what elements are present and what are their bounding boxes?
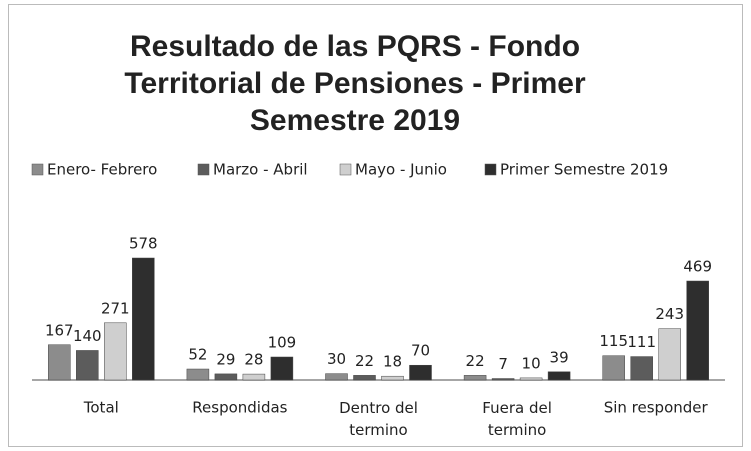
bar bbox=[491, 378, 515, 381]
data-label: 29 bbox=[216, 350, 235, 368]
data-label: 271 bbox=[101, 299, 130, 317]
bar bbox=[270, 356, 294, 381]
bar bbox=[658, 328, 681, 381]
data-label: 18 bbox=[383, 353, 402, 371]
bar bbox=[242, 373, 266, 381]
legend-swatch bbox=[31, 163, 44, 176]
bar bbox=[519, 377, 543, 381]
data-label: 10 bbox=[522, 354, 541, 372]
legend-label: Primer Semestre 2019 bbox=[500, 161, 668, 179]
legend-label: Enero- Febrero bbox=[47, 161, 157, 179]
bar bbox=[409, 364, 432, 381]
chart-title: Resultado de las PQRS - Fondo Territoria… bbox=[124, 30, 586, 137]
bar bbox=[104, 322, 127, 381]
bar bbox=[630, 356, 653, 381]
x-tick-label: Fuera del termino bbox=[482, 399, 552, 439]
data-label: 469 bbox=[683, 258, 712, 276]
bar bbox=[353, 375, 376, 381]
data-label: 115 bbox=[599, 332, 628, 350]
data-label: 70 bbox=[411, 342, 430, 360]
x-tick-label: Respondidas bbox=[192, 399, 287, 417]
bar bbox=[381, 375, 404, 381]
x-tick-label: Dentro del termino bbox=[339, 399, 418, 439]
bar bbox=[686, 280, 709, 381]
data-label: 30 bbox=[327, 350, 346, 368]
data-label: 39 bbox=[550, 348, 569, 366]
bar bbox=[132, 257, 155, 381]
bar bbox=[602, 355, 625, 381]
data-label: 140 bbox=[73, 327, 102, 345]
data-label: 578 bbox=[129, 235, 158, 253]
bar bbox=[325, 373, 348, 381]
bar bbox=[547, 371, 571, 381]
chart-frame bbox=[8, 4, 743, 447]
data-label: 111 bbox=[627, 333, 656, 351]
legend-swatch bbox=[484, 163, 497, 176]
data-label: 28 bbox=[244, 351, 263, 369]
bar bbox=[48, 344, 71, 381]
legend-label: Mayo - Junio bbox=[355, 161, 447, 179]
bar bbox=[186, 368, 210, 381]
bar bbox=[463, 375, 487, 381]
data-label: 52 bbox=[188, 346, 207, 364]
legend-label: Marzo - Abril bbox=[213, 161, 308, 179]
data-label: 22 bbox=[355, 352, 374, 370]
legend-swatch bbox=[339, 163, 352, 176]
data-label: 109 bbox=[268, 333, 297, 351]
data-label: 22 bbox=[466, 352, 485, 370]
data-label: 167 bbox=[45, 321, 74, 339]
bar bbox=[214, 373, 238, 381]
data-label: 243 bbox=[655, 305, 684, 323]
data-label: 7 bbox=[498, 355, 508, 373]
bar bbox=[76, 350, 99, 381]
x-tick-label: Total bbox=[83, 399, 119, 417]
legend-swatch bbox=[197, 163, 210, 176]
x-tick-label: Sin responder bbox=[604, 399, 709, 417]
